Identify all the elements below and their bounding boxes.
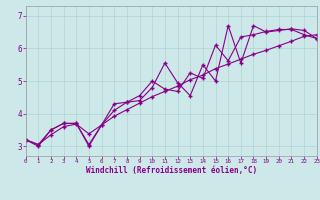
- X-axis label: Windchill (Refroidissement éolien,°C): Windchill (Refroidissement éolien,°C): [86, 166, 257, 175]
